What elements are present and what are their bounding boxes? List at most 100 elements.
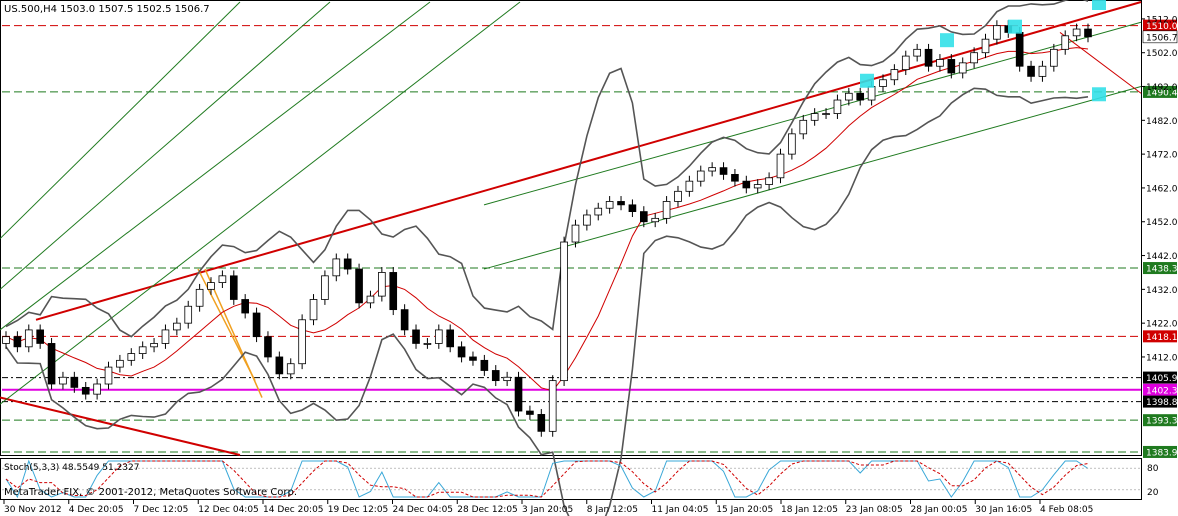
- x-tick-label-8: 3 Jan 20:05: [522, 505, 573, 515]
- candle-body: [207, 282, 215, 290]
- candle-86: [981, 33, 990, 59]
- candle-30: [343, 253, 352, 275]
- candle-body: [651, 217, 660, 223]
- candle-14: [161, 324, 170, 349]
- candle-44: [503, 371, 511, 387]
- candle-32: [366, 290, 375, 309]
- upper-band: [5, 0, 1089, 338]
- candle-81: [924, 43, 933, 72]
- level-tag-6: [1143, 395, 1177, 408]
- candle-body: [799, 119, 808, 135]
- candle-body: [548, 380, 557, 432]
- y-tick-label-9: 1422.0: [1146, 320, 1178, 330]
- candle-73: [833, 94, 842, 119]
- candle-body: [1072, 28, 1081, 37]
- time-axis: 30 Nov 2012 4 Dec 20:05 7 Dec 12:05 12 Dec …: [3, 500, 1093, 515]
- candle-91: [1038, 60, 1047, 82]
- candle-69: [788, 128, 796, 160]
- candle-body: [480, 359, 489, 371]
- candle-72: [822, 108, 830, 119]
- candle-body: [879, 79, 887, 87]
- level-value-2: 1438.3: [1146, 265, 1178, 275]
- candle-93: [1061, 30, 1070, 55]
- copyright: MetaTrader FIX, © 2001-2012, MetaQuotes …: [4, 487, 297, 498]
- candle-body: [617, 201, 625, 206]
- candle-12: [138, 341, 147, 359]
- candle-28: [321, 270, 329, 305]
- candle-89: [1015, 27, 1024, 72]
- symbol-info: US.500,H4 1503.0 1507.5 1502.5 1506.7: [4, 4, 210, 15]
- candle-body: [275, 356, 284, 375]
- candle-90: [1027, 60, 1035, 82]
- candle-68: [776, 148, 785, 184]
- y-tick-label-1: 1502.0: [1146, 49, 1178, 59]
- trend-line-0: [35, 1, 1142, 321]
- x-tick-label-3: 12 Dec 04:05: [198, 505, 259, 515]
- candle-body: [924, 48, 933, 67]
- candle-body: [127, 353, 136, 361]
- candle-body: [662, 201, 671, 219]
- candle-70: [799, 114, 808, 140]
- candle-body: [104, 366, 113, 385]
- candle-57: [651, 212, 660, 228]
- candle-74: [845, 87, 853, 106]
- candle-78: [890, 64, 899, 86]
- candle-body: [810, 113, 819, 121]
- candle-body: [195, 288, 204, 307]
- candle-1: [13, 331, 22, 353]
- x-tick-label-5: 19 Dec 12:05: [328, 505, 389, 515]
- candle-body: [1038, 65, 1047, 77]
- candle-87: [993, 20, 1001, 45]
- y-tick-label-4: 1472.0: [1146, 151, 1178, 161]
- candle-body: [491, 370, 500, 382]
- candle-body: [36, 329, 44, 344]
- x-tick-label-0: 30 Nov 2012: [4, 505, 62, 515]
- candle-body: [731, 174, 739, 182]
- candle-body: [890, 69, 899, 81]
- level-value-3: 1418.1: [1146, 333, 1178, 343]
- candle-body: [332, 258, 341, 277]
- candle-body: [264, 336, 272, 358]
- lower-band: [5, 87, 1089, 516]
- candle-36: [412, 324, 420, 349]
- stochastic-lines: [2, 459, 1141, 499]
- candle-62: [708, 162, 716, 177]
- level-tag-2: [1143, 262, 1177, 275]
- candle-27: [309, 294, 318, 326]
- current-price-label: 1506.7: [1146, 33, 1178, 43]
- candle-body: [776, 153, 785, 179]
- candle-34: [389, 267, 398, 316]
- candle-body: [537, 414, 546, 432]
- candle-body: [13, 336, 22, 348]
- trend-line-3: [483, 86, 1142, 270]
- candle-body: [218, 275, 227, 283]
- candle-body: [423, 343, 432, 345]
- level-tag-5: [1143, 383, 1177, 396]
- stoch-label: Stoch(5,3,3) 48.5549 51.2327: [4, 463, 139, 473]
- stoch-pane: [0, 458, 1142, 500]
- candle-body: [2, 336, 10, 344]
- level-value-7: 1393.3: [1146, 417, 1178, 427]
- candle-body: [639, 211, 648, 223]
- candle-7: [81, 381, 90, 400]
- candle-body: [936, 59, 944, 67]
- candle-body: [241, 299, 249, 314]
- candle-11: [127, 348, 136, 366]
- candle-body: [366, 295, 375, 304]
- horizontal-levels: 1510.0 1490.4 1438.3 1418.1 1405.9 1402.3 1398…: [2, 19, 1178, 458]
- candle-10: [116, 354, 124, 373]
- level-tag-3: [1143, 330, 1177, 343]
- x-tick-label-2: 7 Dec 12:05: [134, 505, 189, 515]
- candles: [2, 20, 1092, 437]
- candle-body: [355, 268, 363, 304]
- bollinger-bands: [5, 0, 1089, 516]
- candle-body: [309, 299, 318, 321]
- candle-20: [229, 270, 238, 305]
- level-value-8: 1383.9: [1146, 448, 1178, 458]
- candle-body: [571, 224, 580, 243]
- level-tag-4: [1143, 371, 1177, 384]
- candle-body: [400, 309, 409, 331]
- candle-body: [1061, 35, 1070, 50]
- candle-95: [1084, 23, 1092, 43]
